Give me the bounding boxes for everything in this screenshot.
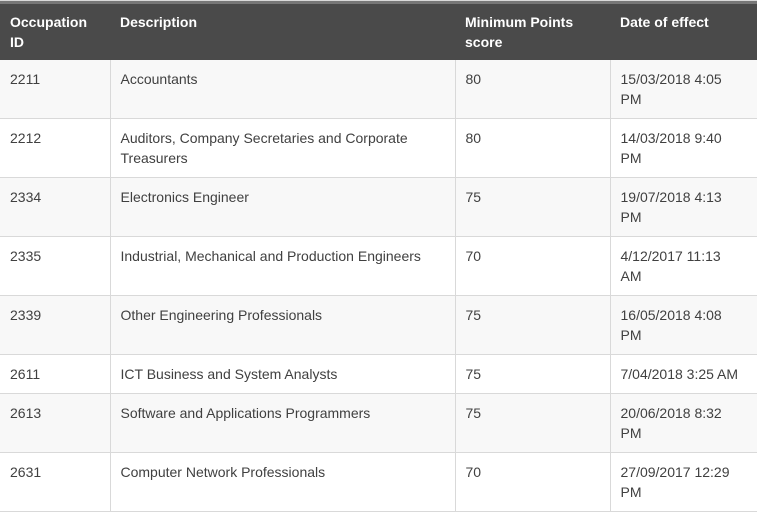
table-row: 2613 Software and Applications Programmer…	[0, 393, 757, 453]
cell-date-of-effect: 20/06/2018 8:32 PM	[609, 393, 757, 453]
cell-occupation-id: 2611	[0, 354, 110, 394]
column-header-date-of-effect: Date of effect	[610, 1, 757, 60]
table-row: 2339 Other Engineering Professionals 75 16/…	[0, 295, 757, 355]
cell-occupation-id: 2613	[0, 393, 110, 453]
cell-description: Computer Network Professionals	[109, 452, 455, 512]
cell-min-points: 75	[454, 295, 610, 355]
cell-min-points: 75	[454, 393, 610, 453]
table-row: 2611 ICT Business and System Analysts 75 7/…	[0, 354, 757, 394]
table-body: 2211 Accountants 80 15/03/2018 4:05 PM 2212 A…	[0, 60, 757, 512]
cell-date-of-effect: 16/05/2018 4:08 PM	[609, 295, 757, 355]
cell-description: Electronics Engineer	[109, 177, 455, 237]
cell-min-points: 75	[454, 177, 610, 237]
cell-occupation-id: 2211	[0, 60, 110, 119]
cell-min-points: 80	[454, 118, 610, 178]
cell-description: ICT Business and System Analysts	[109, 354, 455, 394]
cell-date-of-effect: 19/07/2018 4:13 PM	[609, 177, 757, 237]
cell-occupation-id: 2212	[0, 118, 110, 178]
cell-date-of-effect: 27/09/2017 12:29 PM	[609, 452, 757, 512]
table-row: 2335 Industrial, Mechanical and Productio…	[0, 236, 757, 296]
cell-description: Accountants	[109, 60, 455, 119]
cell-date-of-effect: 7/04/2018 3:25 AM	[609, 354, 757, 394]
cell-description: Auditors, Company Secretaries and Corpor…	[109, 118, 455, 178]
table-header: Occupation ID Description Minimum Points…	[0, 1, 757, 60]
cell-occupation-id: 2631	[0, 452, 110, 512]
cell-date-of-effect: 14/03/2018 9:40 PM	[609, 118, 757, 178]
cell-min-points: 75	[454, 354, 610, 394]
table-header-row: Occupation ID Description Minimum Points…	[0, 1, 757, 60]
cell-description: Software and Applications Programmers	[109, 393, 455, 453]
column-header-description: Description	[110, 1, 455, 60]
cell-description: Other Engineering Professionals	[109, 295, 455, 355]
table-row: 2334 Electronics Engineer 75 19/07/2018 4:1…	[0, 177, 757, 237]
column-header-minimum-points: Minimum Points score	[455, 1, 610, 60]
cell-description: Industrial, Mechanical and Production En…	[109, 236, 455, 296]
column-header-occupation-id: Occupation ID	[0, 1, 110, 60]
cell-min-points: 70	[454, 236, 610, 296]
cell-occupation-id: 2335	[0, 236, 110, 296]
cell-date-of-effect: 4/12/2017 11:13 AM	[609, 236, 757, 296]
cell-min-points: 70	[454, 452, 610, 512]
cell-occupation-id: 2334	[0, 177, 110, 237]
table-row: 2212 Auditors, Company Secretaries and Co…	[0, 118, 757, 178]
cell-occupation-id: 2339	[0, 295, 110, 355]
table-row: 2631 Computer Network Professionals 70 27/0…	[0, 452, 757, 512]
cell-date-of-effect: 15/03/2018 4:05 PM	[609, 60, 757, 119]
table-row: 2211 Accountants 80 15/03/2018 4:05 PM	[0, 60, 757, 119]
cell-min-points: 80	[454, 60, 610, 119]
